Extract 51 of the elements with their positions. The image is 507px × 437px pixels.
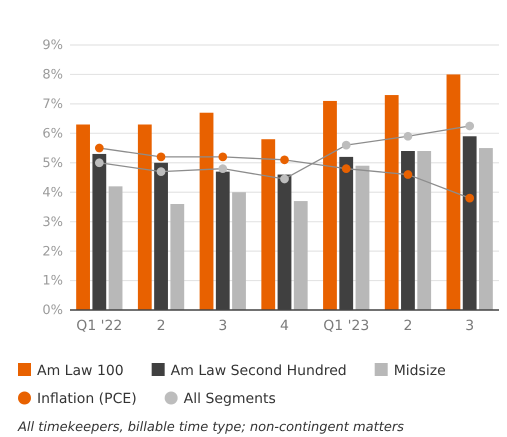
point (94, 158, 104, 168)
point (156, 167, 166, 176)
point (156, 152, 166, 162)
bar (446, 74, 460, 310)
bar (356, 166, 370, 310)
point (404, 170, 412, 179)
x-tick-label: Q1 '22 (76, 318, 122, 334)
bar (384, 95, 399, 310)
bar (479, 148, 493, 310)
bar (294, 201, 308, 310)
x-tick-label: 2 (403, 318, 412, 334)
point (280, 174, 289, 184)
bar (232, 192, 246, 310)
y-tick-label: 0% (42, 303, 63, 318)
y-tick-label: 4% (42, 185, 63, 200)
point (342, 164, 351, 174)
point (404, 132, 412, 141)
bar (200, 112, 214, 310)
x-tick-label: 3 (465, 318, 474, 334)
x-tick-label: 2 (156, 318, 166, 334)
bar (417, 151, 432, 310)
bar (138, 124, 152, 310)
text: All timekeepers, billable time type; non-contingent matters (17, 420, 404, 435)
point (465, 194, 474, 202)
point (218, 164, 228, 174)
legend-label: Midsize (394, 362, 446, 379)
x-tick-label: Q1 '23 (323, 318, 370, 334)
x-tick-label: 4 (280, 318, 290, 334)
bar (323, 100, 337, 310)
bar (261, 139, 276, 310)
legend-label: Inflation (PCE) (37, 390, 137, 407)
legend-label: Am Law 100 (37, 362, 124, 379)
x-tick-label: 3 (218, 318, 228, 334)
bar (76, 124, 90, 310)
point (218, 152, 228, 162)
y-tick-label: 7% (42, 97, 63, 112)
y-tick-label: 3% (42, 214, 63, 230)
point (465, 122, 474, 130)
y-tick-label: 5% (42, 156, 63, 171)
point (280, 155, 289, 164)
legend-label: Am Law Second Hundred (170, 362, 347, 379)
bar (170, 204, 184, 310)
y-tick-label: 6% (42, 126, 63, 142)
y-tick-label: 8% (42, 68, 63, 83)
point (94, 144, 104, 152)
point (342, 140, 351, 150)
bar (108, 186, 122, 310)
legend-label: All Segments (184, 390, 276, 407)
y-tick-label: 2% (42, 244, 63, 260)
y-tick-label: 1% (42, 274, 63, 289)
y-tick-label: 9% (42, 38, 63, 54)
